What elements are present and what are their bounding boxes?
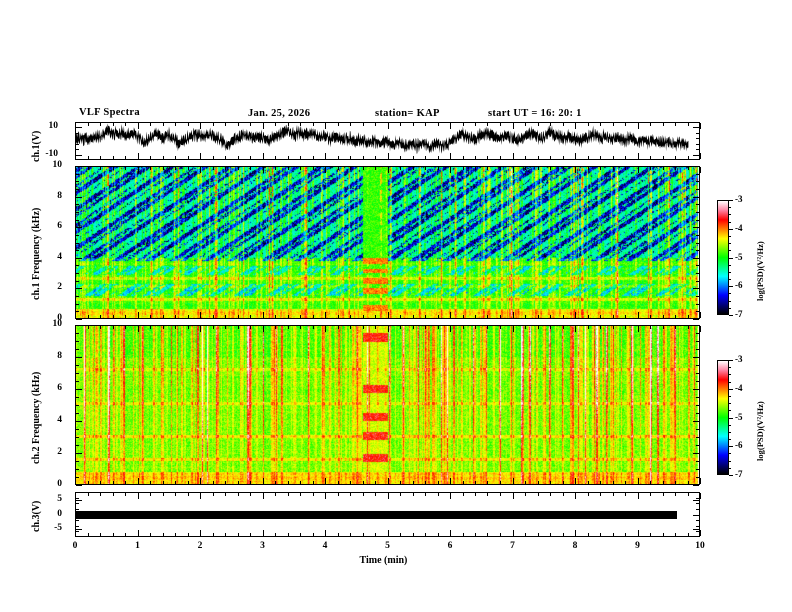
ch2_freq-tick-label: 8 — [57, 351, 62, 361]
time-axis-label: Time (min) — [359, 555, 408, 566]
ch1_freq-tick-label: 10 — [52, 160, 63, 170]
ch1_freq-tick-label: 8 — [57, 191, 62, 201]
ch1-spectrogram-image — [76, 167, 699, 318]
title-row: VLF Spectra Jan. 25, 2026 station= KAP s… — [75, 107, 700, 123]
time-tick-label: 8 — [572, 541, 578, 551]
ch1-colorbar-tick-label: -5 — [735, 252, 743, 262]
ch2-colorbar-tick-label: -7 — [735, 469, 743, 479]
ch1_freq-tick-label: 0 — [57, 313, 62, 323]
ch2_freq-tick-label: 10 — [52, 319, 63, 329]
time-tick-label: 7 — [510, 541, 515, 551]
ch3_volts-tick-label: 0 — [57, 509, 62, 519]
ch1-colorbar-tick — [729, 286, 733, 287]
ch1-colorbar-tick — [729, 200, 733, 201]
station-label: station= KAP — [375, 108, 440, 119]
ch2-colorbar-tick-label: -6 — [735, 440, 743, 450]
time-tick-label: 10 — [695, 541, 705, 551]
time-tick-label: 0 — [72, 541, 78, 551]
time-tick-label: 2 — [197, 541, 203, 551]
ch2_freq-tick-label: 6 — [57, 383, 62, 393]
ch1-colorbar-tick — [729, 315, 733, 316]
ch1-colorbar-title: log(PSD)(V²/Hz) — [755, 241, 765, 302]
ch2-colorbar — [717, 360, 729, 475]
ch3_volts-tick-label: 5 — [57, 494, 62, 504]
ch2-colorbar-tick — [729, 418, 733, 419]
ch3_volts-tick-label: -5 — [54, 523, 62, 533]
ch1_freq-tick-label: 4 — [57, 252, 62, 262]
panel-ch3-waveform — [75, 492, 700, 537]
ch2_freq-tick-label: 4 — [57, 415, 62, 425]
ch1-waveform-trace — [76, 123, 689, 154]
time-tick-label: 4 — [322, 541, 328, 551]
ch1-colorbar — [717, 200, 729, 315]
ch1_volts-tick-label: -10 — [45, 149, 58, 159]
date-label: Jan. 25, 2026 — [248, 108, 311, 119]
ch2-colorbar-tick-label: -5 — [735, 412, 743, 422]
panel-ch2-spectrogram — [75, 325, 700, 485]
ch1-colorbar-tick — [729, 229, 733, 230]
ch1-colorbar-tick — [729, 258, 733, 259]
ch2-colorbar-tick-label: -3 — [735, 354, 743, 364]
plot-title: VLF Spectra — [79, 107, 140, 118]
ch1-colorbar-tick-label: -7 — [735, 309, 743, 319]
ch2-colorbar-tick-label: -4 — [735, 383, 743, 393]
ch1-colorbar-tick-label: -3 — [735, 194, 743, 204]
time-tick-label: 6 — [447, 541, 453, 551]
panel-ch1-waveform — [75, 122, 700, 160]
time-tick-label: 1 — [135, 541, 140, 551]
ch1-colorbar-tick-label: -6 — [735, 280, 743, 290]
ch1-colorbar-gradient — [718, 201, 728, 314]
ch2_freq-tick-label: 0 — [57, 479, 62, 489]
ch2-colorbar-tick — [729, 475, 733, 476]
ch1_freq-tick-label: 2 — [57, 282, 62, 292]
panel-ch1-spectrogram — [75, 166, 700, 319]
ch2-colorbar-title: log(PSD)(V²/Hz) — [755, 401, 765, 462]
ch1_freq-tick-label: 6 — [57, 221, 62, 231]
ch2-colorbar-tick — [729, 446, 733, 447]
ch2_freq-tick-label: 2 — [57, 447, 62, 457]
time-tick-label: 5 — [385, 541, 390, 551]
ch2-colorbar-tick — [729, 389, 733, 390]
ch2-spectrogram-image — [76, 326, 699, 484]
start-ut-label: start UT = 16: 20: 1 — [488, 108, 582, 119]
ch2-colorbar-tick — [729, 360, 733, 361]
ch1-colorbar-tick-label: -4 — [735, 223, 743, 233]
ch3-waveform-trace — [76, 510, 678, 519]
ch1_volts-tick-label: 10 — [48, 121, 59, 131]
time-tick-label: 3 — [260, 541, 265, 551]
ch2-colorbar-gradient — [718, 361, 728, 474]
time-tick-label: 9 — [635, 541, 640, 551]
